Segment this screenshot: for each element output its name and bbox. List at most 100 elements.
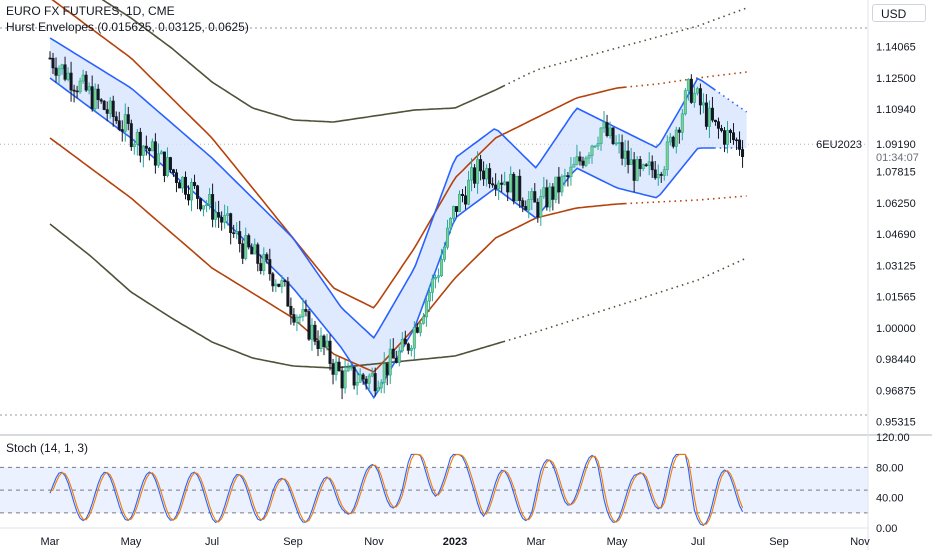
candle-body bbox=[608, 127, 612, 136]
candle-body bbox=[406, 343, 410, 351]
price-tick-label: 0.98440 bbox=[876, 354, 916, 366]
candle-body bbox=[509, 173, 513, 193]
candle-body bbox=[111, 100, 115, 117]
candle-body bbox=[482, 170, 486, 180]
candle-body bbox=[626, 150, 630, 165]
stoch-tick-label: 80.00 bbox=[876, 462, 904, 474]
candle-body bbox=[674, 129, 678, 147]
candle-body bbox=[190, 182, 194, 201]
middle-band-lower-projection bbox=[625, 195, 747, 205]
candle-body bbox=[93, 88, 97, 110]
stoch-k-line bbox=[49, 453, 744, 527]
candle-body bbox=[99, 99, 103, 102]
candle-body bbox=[581, 160, 585, 166]
candle-body bbox=[439, 259, 443, 277]
candle-body bbox=[274, 283, 278, 287]
candle-body bbox=[710, 107, 714, 121]
candle-body bbox=[491, 183, 495, 186]
candle-body bbox=[454, 206, 458, 212]
candle-body bbox=[506, 181, 510, 193]
candle-body bbox=[614, 142, 618, 145]
candle-body bbox=[479, 159, 483, 172]
price-tick-label: 1.06250 bbox=[876, 198, 916, 210]
candle-body bbox=[72, 89, 76, 92]
candle-body bbox=[364, 378, 368, 384]
candle-body bbox=[298, 316, 302, 319]
candle-body bbox=[217, 212, 221, 218]
price-tick-label: 1.10940 bbox=[876, 104, 916, 116]
middle-band-lower bbox=[49, 137, 626, 373]
candle-body bbox=[653, 169, 657, 179]
candle-body bbox=[226, 213, 230, 216]
candle-body bbox=[735, 139, 739, 142]
oscillator-pane[interactable] bbox=[0, 453, 868, 527]
candle-body bbox=[415, 327, 419, 333]
candle-body bbox=[90, 86, 94, 110]
candle-body bbox=[373, 373, 377, 392]
candle-body bbox=[656, 174, 660, 179]
inner-band-fill bbox=[50, 38, 747, 397]
candle-body bbox=[680, 113, 684, 133]
candle-body bbox=[451, 206, 455, 219]
candle-body bbox=[542, 187, 546, 197]
candle-body bbox=[732, 132, 736, 141]
candle-body bbox=[126, 114, 130, 124]
candle-body bbox=[247, 235, 251, 248]
inner-band-upper-projection bbox=[713, 88, 748, 113]
candle-body bbox=[193, 182, 197, 187]
candle-body bbox=[199, 198, 203, 210]
candle-body bbox=[75, 90, 79, 93]
candle-body bbox=[503, 181, 507, 185]
candle-body bbox=[108, 100, 112, 114]
candle-body bbox=[698, 88, 702, 106]
candle-body bbox=[105, 109, 109, 114]
candle-body bbox=[605, 122, 609, 136]
symbol-tag: 6EU2023 bbox=[816, 139, 862, 151]
candle-body bbox=[81, 74, 85, 82]
price-tick-label: 0.95315 bbox=[876, 417, 916, 429]
candle-body bbox=[430, 278, 434, 293]
candle-body bbox=[361, 374, 365, 380]
candle-body bbox=[563, 175, 567, 178]
candle-body bbox=[144, 145, 148, 149]
candle-body bbox=[208, 194, 212, 205]
candle-body bbox=[421, 316, 425, 324]
stoch-tick-label: 120.00 bbox=[876, 432, 910, 444]
candle-body bbox=[352, 366, 356, 386]
candle-body bbox=[554, 176, 558, 200]
candle-body bbox=[394, 357, 398, 364]
time-tick-label: Sep bbox=[283, 536, 303, 548]
candle-body bbox=[602, 122, 606, 129]
candle-body bbox=[488, 168, 492, 184]
candle-body bbox=[223, 215, 227, 223]
currency-button[interactable]: USD bbox=[872, 4, 926, 22]
candle-body bbox=[340, 370, 344, 389]
time-tick-label: 2023 bbox=[443, 536, 467, 548]
candle-body bbox=[497, 182, 501, 189]
candle-body bbox=[494, 184, 498, 189]
candle-body bbox=[370, 373, 374, 377]
candle-body bbox=[48, 57, 52, 60]
candle-body bbox=[229, 213, 233, 234]
candle-body bbox=[135, 131, 139, 145]
candle-body bbox=[424, 300, 428, 318]
candle-body bbox=[138, 131, 142, 156]
candle-body bbox=[69, 72, 73, 91]
stoch-d-line bbox=[49, 453, 744, 526]
candle-body bbox=[476, 159, 480, 184]
time-tick-label: Jul bbox=[205, 536, 219, 548]
candle-body bbox=[448, 218, 452, 229]
candle-body bbox=[117, 120, 121, 130]
candle-body bbox=[587, 155, 591, 159]
candle-body bbox=[268, 259, 272, 275]
price-pane[interactable] bbox=[0, 0, 868, 416]
candle-body bbox=[713, 119, 717, 122]
outer-band-upper-projection bbox=[503, 7, 747, 87]
candle-body bbox=[168, 157, 172, 170]
candle-body bbox=[235, 231, 239, 234]
candle-body bbox=[590, 145, 594, 156]
candle-body bbox=[599, 127, 603, 144]
price-tick-label: 1.04690 bbox=[876, 229, 916, 241]
candle-body bbox=[307, 311, 311, 340]
candle-body bbox=[211, 194, 215, 220]
